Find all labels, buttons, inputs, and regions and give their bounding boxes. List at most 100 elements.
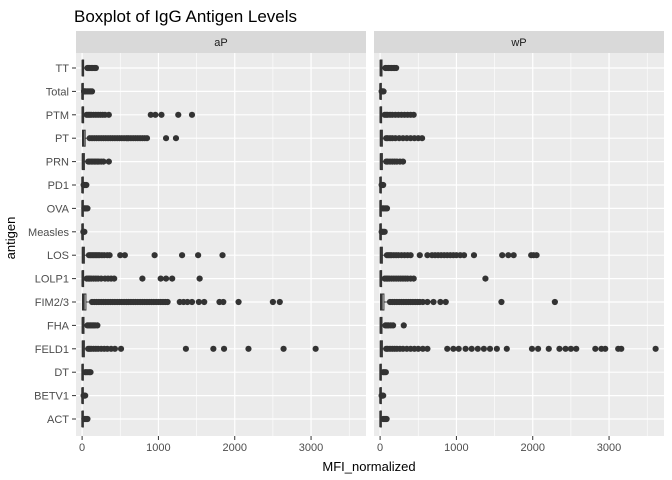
outlier-point [418,135,426,142]
outlier-point [462,345,469,352]
box-wP-Total [378,82,387,100]
outlier-point [158,111,165,118]
x-tick-label: 3000 [299,442,323,454]
outlier-point [410,275,417,282]
outlier-point [430,298,437,306]
outlier-point [455,345,462,352]
outlier-point [157,275,164,282]
y-tick-label: FIM2/3 [35,297,69,309]
outlier-point [460,252,468,259]
outlier-point [94,322,101,329]
outlier-point [105,158,112,165]
facet-panel-aP: aP 0 1000 2000 3000 [76,31,366,454]
outlier-point [556,345,563,352]
outlier-point [188,298,196,306]
outlier-point [105,111,112,118]
outlier-point [510,252,517,259]
box-aP-Total [80,82,96,100]
outlier-point [602,345,609,352]
outlier-point [111,345,119,352]
outlier-point [400,322,407,329]
outlier-point [533,252,540,259]
outlier-point [503,345,510,352]
box-aP-FHA [81,316,101,334]
y-tick-label: ACT [47,414,69,426]
outlier-point [196,275,203,282]
y-tick-label: LOLP1 [35,274,69,286]
box-wP-LOS [379,246,540,264]
outlier-point [83,181,90,189]
outlier-point [380,392,387,399]
outlier-point [87,369,94,376]
y-tick-label: PRN [46,157,69,169]
outlier-point [470,252,478,259]
box-aP-PTM [81,106,196,124]
outlier-point [84,415,91,423]
box-wP-PTM [379,106,417,124]
outlier-point [380,88,387,95]
outlier-point [505,252,512,259]
x-tick-label: 3000 [597,442,621,454]
box-wP-Measles [378,223,388,241]
box-wP-TT [379,59,400,77]
outlier-point [169,275,176,282]
x-tick-label: 0 [79,442,85,454]
x-tick-label: 1000 [444,442,468,454]
outlier-point [184,298,191,306]
box-aP-PD1 [80,176,90,194]
outlier-point [143,135,151,142]
box-aP-FELD1 [81,340,319,358]
outlier-point [235,298,242,306]
outlier-point [111,275,118,282]
box-wP-OVA [379,199,391,217]
outlier-point [410,111,417,118]
outlier-point [182,345,189,352]
outlier-point [573,345,580,352]
outlier-point [493,345,500,352]
outlier-point [562,345,569,352]
outlier-point [117,252,124,259]
outlier-point [399,158,407,165]
box-aP-PT [81,129,180,147]
outlier-point [245,345,252,352]
y-tick-label: FHA [47,320,70,332]
outlier-point [424,298,431,306]
outlier-point [528,345,536,352]
facet-panel-wP: wP 0 1000 2000 3000 [374,31,664,454]
outlier-point [480,345,487,352]
outlier-point [545,345,552,352]
box-aP-ACT [81,410,91,428]
outlier-point [92,64,99,72]
outlier-point [139,275,146,282]
outlier-point [592,345,599,352]
x-tick-label: 2000 [222,442,246,454]
y-axis-title: antigen [3,217,18,260]
y-tick-label: Total [46,86,69,98]
outlier-point [188,111,196,118]
outlier-point [220,298,227,306]
box-wP-PT [379,129,426,147]
panel-background [76,53,366,436]
outlier-point [444,345,451,352]
y-tick-label: LOS [47,250,69,262]
outlier-point [380,181,387,189]
outlier-point [482,275,489,282]
outlier-point [175,111,182,118]
outlier-point [276,298,283,306]
outlier-point [437,298,444,306]
outlier-point [407,252,414,259]
outlier-point [81,228,88,235]
box-wP-BETV1 [378,387,387,405]
x-tick-label: 2000 [520,442,544,454]
outlier-point [474,345,481,352]
y-tick-label: PD1 [48,180,69,192]
facet-strip-label: wP [510,37,526,49]
box-aP-FIM2/3 [81,293,283,311]
outlier-point [498,298,505,306]
box-wP-FIM2/3 [379,293,558,311]
outlier-point [147,111,154,118]
outlier-point [383,415,390,423]
outlier-point [219,252,226,259]
outlier-point [381,228,388,235]
outlier-point [419,298,426,306]
